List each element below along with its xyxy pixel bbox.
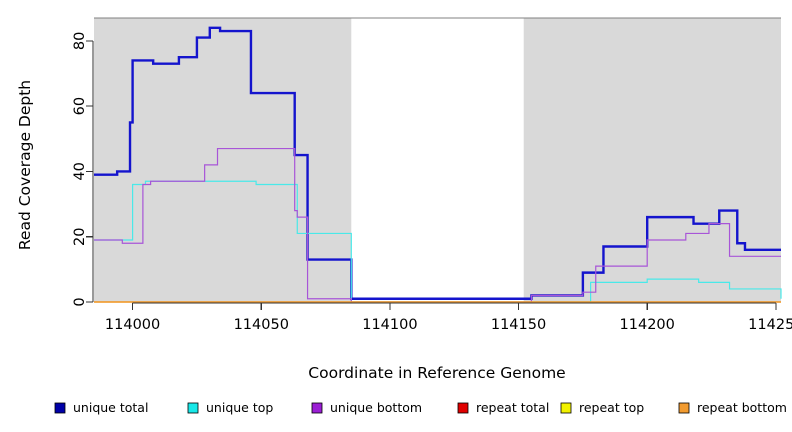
- legend-swatch-repeat-top: [560, 402, 572, 414]
- legend-label-unique-top: unique top: [206, 400, 273, 415]
- y-tick-label-20: 20: [72, 227, 88, 245]
- legend-swatch-unique-bottom: [311, 402, 323, 414]
- shaded-region-1: [523, 18, 781, 302]
- x-tick-label-114000: 114000: [105, 317, 160, 333]
- legend-label-repeat-total: repeat total: [476, 400, 549, 415]
- legend-swatch-repeat-bottom: [678, 402, 690, 414]
- series-unique-total: [94, 26, 781, 300]
- legend-label-repeat-top: repeat top: [579, 400, 644, 415]
- x-tick-label-114250: 114250: [748, 317, 792, 333]
- y-axis-title: Read Coverage Depth: [16, 80, 34, 250]
- x-tick-label-114150: 114150: [491, 317, 546, 333]
- series-unique-bottom: [94, 147, 781, 303]
- legend-swatch-unique-total: [54, 402, 66, 414]
- legend-swatch-unique-top: [187, 402, 199, 414]
- chart-legend: unique total unique top unique bottom repea…: [54, 400, 787, 415]
- y-tick-label-0: 0: [72, 297, 88, 306]
- x-tick-label-114050: 114050: [234, 317, 289, 333]
- shaded-background-regions: [94, 18, 781, 302]
- x-tick-label-114100: 114100: [362, 317, 417, 333]
- series-unique-top: [94, 180, 782, 303]
- y-tick-label-80: 80: [72, 32, 88, 50]
- x-axis-title: Coordinate in Reference Genome: [308, 364, 565, 382]
- x-tick-label-114200: 114200: [620, 317, 675, 333]
- legend-label-unique-bottom: unique bottom: [330, 400, 422, 415]
- legend-swatch-repeat-total: [457, 402, 469, 414]
- legend-label-unique-total: unique total: [73, 400, 148, 415]
- y-tick-label-60: 60: [72, 97, 88, 115]
- y-tick-label-40: 40: [72, 162, 88, 180]
- axis-tick-labels: 0 20 40 60 80 114000 114050 114100 114150 114200 1…: [72, 32, 792, 333]
- series-lines: [94, 26, 782, 303]
- legend-label-repeat-bottom: repeat bottom: [697, 400, 787, 415]
- axis-lines-and-ticks: [86, 40, 777, 310]
